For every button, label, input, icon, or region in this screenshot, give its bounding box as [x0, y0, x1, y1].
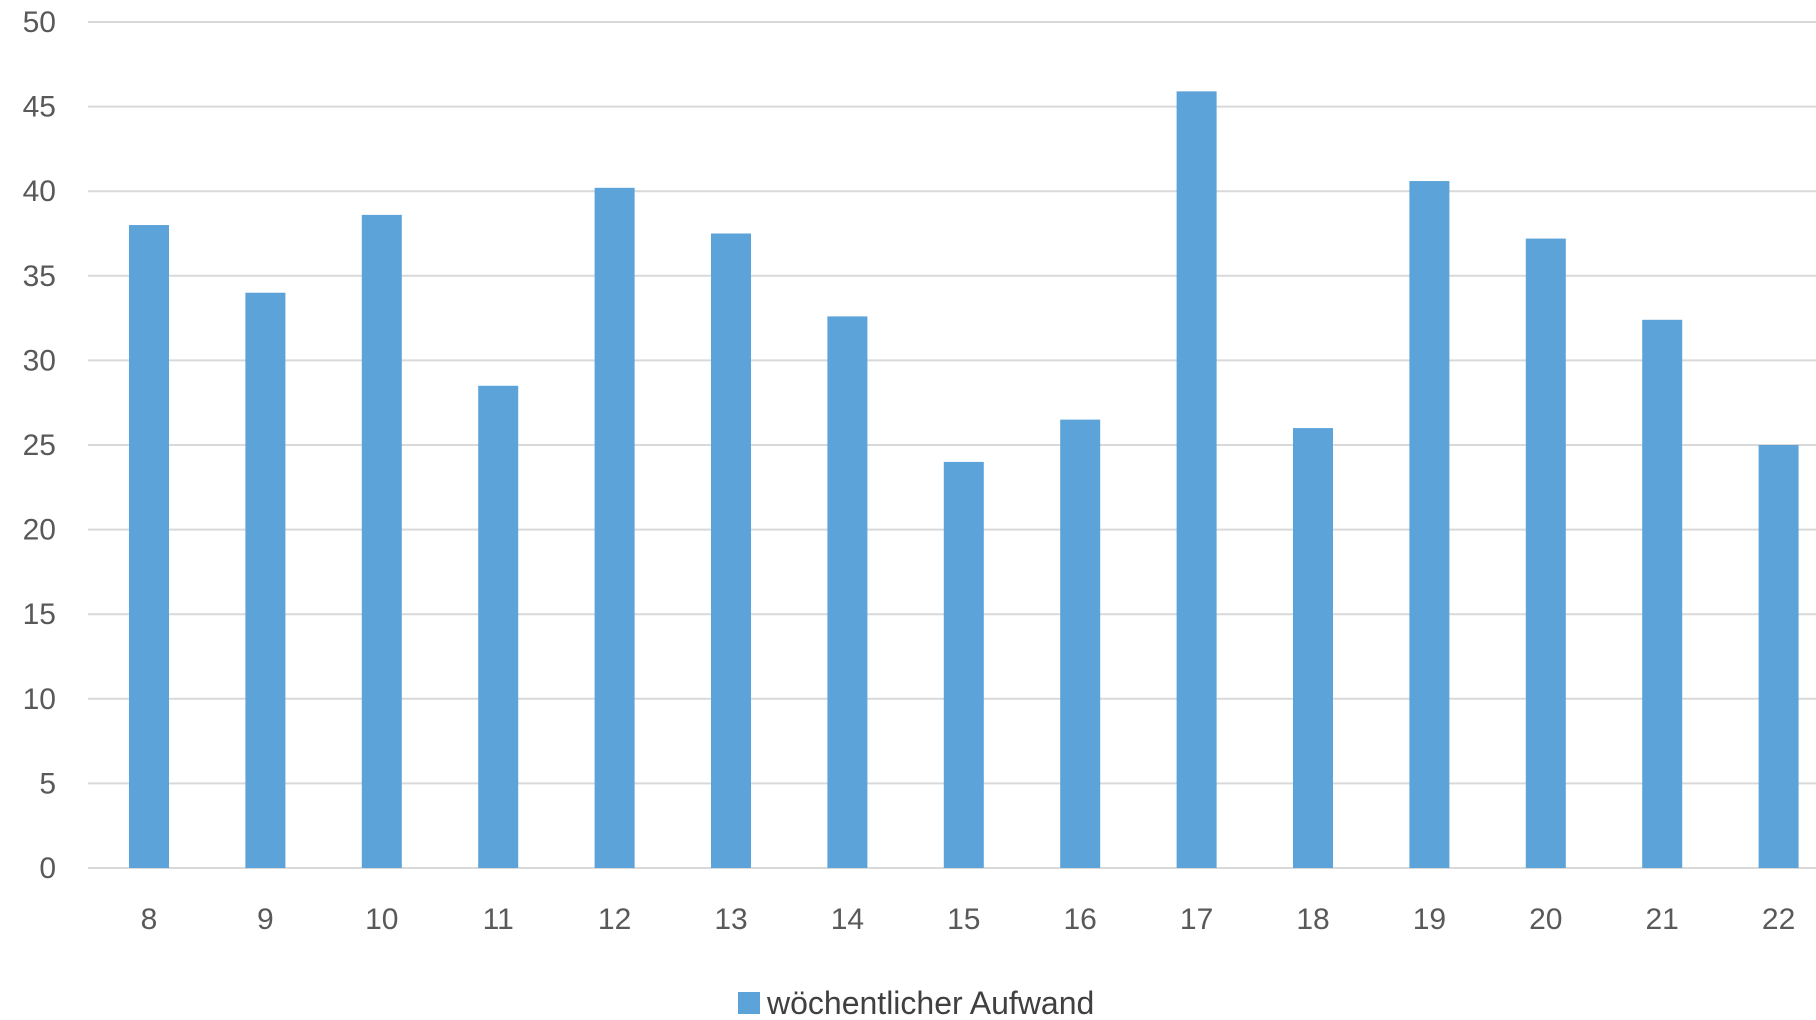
bar-20 — [1525, 238, 1566, 869]
x-tick-label: 17 — [1180, 903, 1213, 936]
y-tick-label: 20 — [23, 514, 56, 547]
bar-12 — [594, 187, 635, 869]
bars — [129, 91, 1799, 869]
bar-18 — [1293, 428, 1333, 868]
bar-22 — [1758, 445, 1799, 868]
bar-11 — [478, 385, 519, 868]
x-tick-label: 12 — [598, 903, 631, 936]
x-tick-label: 9 — [257, 903, 274, 936]
y-tick-label: 50 — [23, 6, 56, 39]
y-tick-label: 15 — [23, 598, 56, 631]
x-tick-label: 18 — [1296, 903, 1329, 936]
y-tick-label: 10 — [23, 683, 56, 716]
x-tick-label: 15 — [947, 903, 980, 936]
bar-10 — [361, 214, 402, 868]
x-tick-label: 20 — [1529, 903, 1562, 936]
x-tick-label: 13 — [714, 903, 747, 936]
x-tick-label: 16 — [1064, 903, 1097, 936]
x-tick-label: 22 — [1762, 903, 1795, 936]
legend-label: wöchentlicher Aufwand — [766, 985, 1094, 1020]
y-tick-label: 35 — [23, 260, 56, 293]
y-tick-label: 5 — [39, 767, 56, 800]
legend: wöchentlicher Aufwand — [738, 985, 1094, 1020]
x-tick-label: 14 — [831, 903, 864, 936]
bar-17 — [1176, 91, 1217, 868]
y-tick-label: 45 — [23, 91, 56, 124]
x-tick-label: 8 — [141, 903, 158, 936]
x-tick-label: 19 — [1413, 903, 1446, 936]
y-tick-label: 0 — [39, 852, 56, 885]
bar-15 — [943, 461, 984, 868]
x-axis-ticks: 8 9 10 11 12 13 14 15 16 17 18 19 20 21 22 — [141, 903, 1796, 936]
bar-19 — [1409, 181, 1450, 869]
x-tick-label: 10 — [365, 903, 398, 936]
bar-9 — [245, 292, 286, 869]
y-tick-label: 40 — [23, 175, 56, 208]
bar-8 — [129, 225, 169, 869]
bar-16 — [1060, 419, 1101, 868]
y-tick-label: 30 — [23, 344, 56, 377]
bar-14 — [827, 316, 868, 869]
x-tick-label: 11 — [483, 903, 514, 936]
y-axis-ticks: 0 5 10 15 20 25 30 35 40 45 50 — [23, 6, 56, 885]
x-tick-label: 21 — [1646, 903, 1679, 936]
bar-21 — [1642, 319, 1683, 868]
legend-swatch — [738, 992, 760, 1014]
y-tick-label: 25 — [23, 429, 56, 462]
bar-13 — [711, 233, 751, 868]
